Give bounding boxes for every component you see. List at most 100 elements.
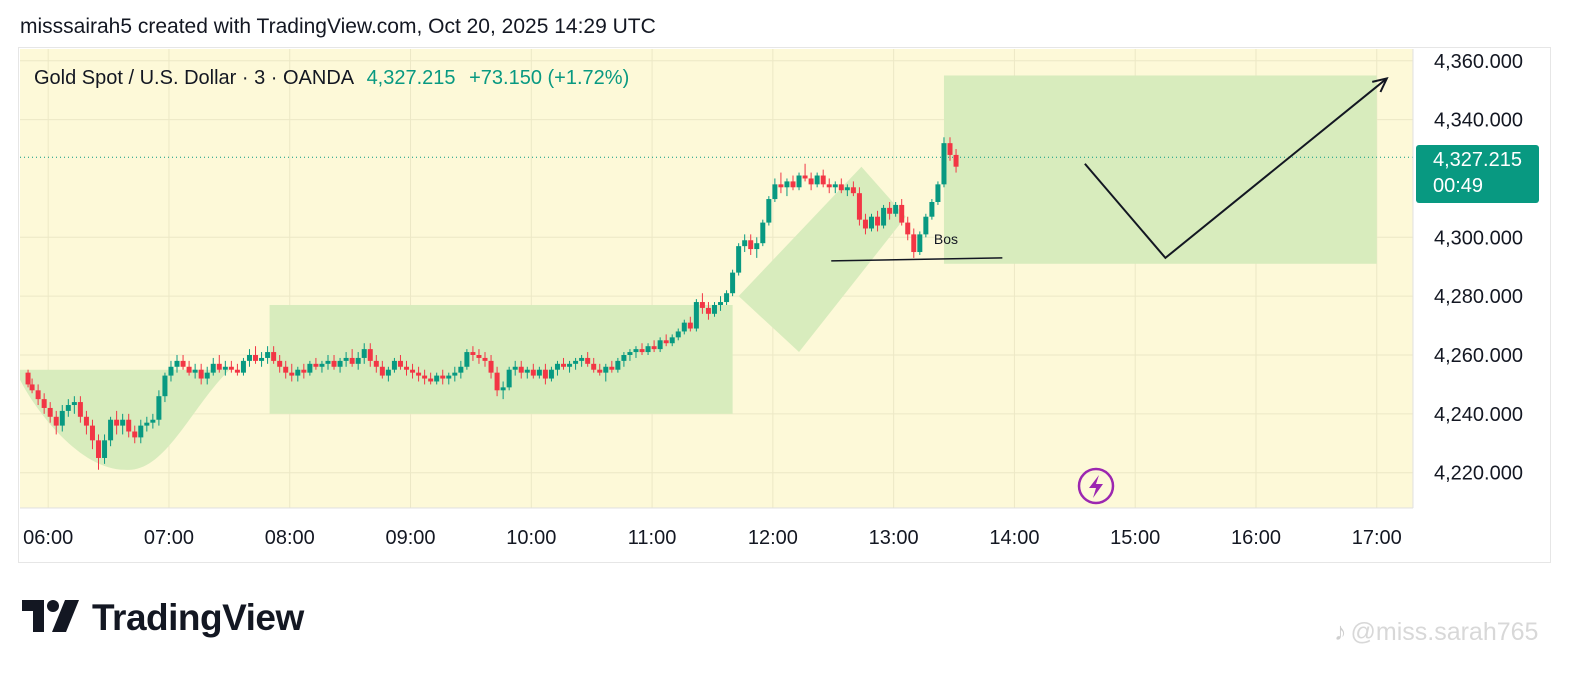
candle-up [265,352,271,358]
candle-up [343,357,349,361]
candle-down [397,360,403,367]
last-price-label: 4,327.215 00:49 [1416,145,1539,203]
candle-up [929,202,935,217]
candle-up [361,349,367,358]
y-axis: 4,360.000 4,340.000 4,300.000 4,280.000 4,26… [1434,51,1523,485]
candle-up [693,302,699,329]
candle-up [760,222,766,244]
candle-down [403,366,409,370]
candle-down [899,204,905,223]
candle-down [114,419,120,426]
y-tick-label: 4,340.000 [1434,110,1523,132]
candle-up [452,372,458,376]
candle-up [391,360,397,370]
candle-down [639,349,645,353]
candle-up [718,302,724,305]
chart-svg[interactable]: Bos 4,360.000 4,340.000 4,300.000 4,280.000… [19,48,1550,562]
candle-down [826,184,832,188]
candle-down [35,390,41,400]
y-tick-label: 4,360.000 [1434,51,1523,73]
x-tick-label: 11:00 [628,527,677,549]
candle-up [458,366,464,373]
candle-up [675,331,681,338]
candle-down [47,407,53,417]
candle-up [844,187,850,191]
candle-up [711,304,717,314]
candle-down [440,375,446,379]
candle-up [192,369,198,373]
candle-down [422,375,428,379]
candle-up [627,352,633,355]
candle-down [428,378,434,382]
candle-up [772,184,778,200]
candle-up [917,234,923,253]
candle-down [89,425,95,441]
bos-line [831,257,1003,262]
candle-down [651,346,657,350]
candle-up [319,363,325,367]
candle-up [869,216,875,229]
x-axis: 06:00 07:00 08:00 09:00 10:00 11:00 12:00 13:00… [20,49,1414,549]
candle-down [591,363,597,370]
candle-down [494,372,500,391]
candle-down [808,178,814,185]
zones [20,75,1377,470]
candle-up [814,175,820,185]
candle-down [253,355,259,361]
candle-down [228,366,234,370]
candle-up [138,425,144,438]
candle-up [156,396,162,420]
x-tick-label: 10:00 [506,527,556,549]
candle-down [856,193,862,220]
legend-symbol: Gold Spot / U.S. Dollar · 3 · OANDA [34,67,353,89]
legend: Gold Spot / U.S. Dollar · 3 · OANDA 4,32… [34,67,629,90]
candle-down [609,366,615,370]
candle-up [621,355,627,361]
last-price-value: 4,327.215 [1433,149,1522,171]
candle-down [77,402,83,417]
candle-down [862,219,868,229]
candle-up [736,246,742,273]
candle-up [446,375,452,379]
candle-up [730,272,736,294]
candle-up [893,204,899,214]
candle-down [530,369,536,376]
tradingview-logo-icon[interactable] [22,598,80,638]
candle-up [724,293,730,303]
watermark-text: @miss.sarah765 [1350,618,1539,646]
candle-up [240,360,246,373]
projection-path [1084,77,1388,260]
tradingview-logo-text[interactable]: TradingView [92,597,304,638]
bar-countdown: 00:49 [1433,175,1484,197]
candle-up [923,216,929,235]
candle-down [234,369,240,373]
chart-frame[interactable]: Bos 4,360.000 4,340.000 4,300.000 4,280.000… [18,47,1551,563]
candle-up [168,366,174,376]
candle-down [905,222,911,235]
candle-down [748,240,754,250]
candle-down [126,419,132,432]
bos-label: Bos [934,231,958,247]
candle-down [379,366,385,376]
x-tick-label: 12:00 [748,527,798,549]
flash-icon[interactable] [1077,467,1115,505]
candle-up [742,240,748,247]
candle-up [204,372,210,379]
watermark: ♪ @miss.sarah765 [1334,618,1538,647]
candle-up [573,360,579,364]
candle-up [434,375,440,382]
candle-up [548,369,554,379]
candle-up [174,360,180,367]
candle-down [373,360,379,367]
candle-up [259,357,265,361]
candle-up [554,363,560,370]
candle-down [850,187,856,194]
candle-down [271,352,277,361]
candle-up [71,402,77,406]
candle-down [53,416,59,426]
candle-down [663,340,669,344]
candle-up [579,357,585,361]
candle-down [283,366,289,373]
candle-up [150,419,156,423]
candle-up [120,419,126,426]
